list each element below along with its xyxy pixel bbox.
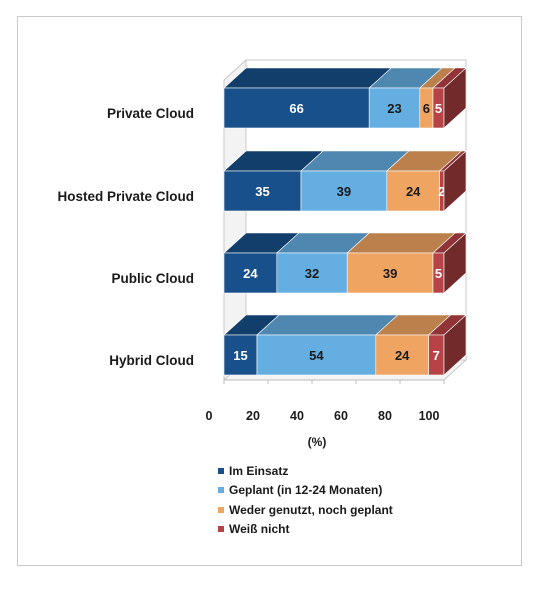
legend-label: Im Einsatz	[229, 463, 289, 478]
bar-value-label: 24	[406, 184, 421, 199]
category-label: Hybrid Cloud	[109, 353, 194, 368]
legend-swatch	[218, 467, 224, 474]
bar-top-face	[223, 67, 392, 89]
bar-value-label: 35	[255, 184, 269, 199]
bar-segment	[375, 334, 429, 376]
bar-row: 35 39 24 2	[223, 150, 467, 212]
chart-category-labels: Private Cloud Hosted Private Cloud Public …	[57, 106, 194, 368]
x-tick-label: 20	[246, 409, 260, 423]
legend-label: Geplant (in 12-24 Monaten)	[229, 483, 383, 498]
bar-value-label: 32	[305, 266, 319, 281]
chart-x-axis: 0 20 40 60 80 100	[206, 379, 445, 423]
bar-value-label: 15	[233, 348, 247, 363]
x-tick-label: 0	[206, 409, 213, 423]
bar-value-label: 54	[309, 348, 324, 363]
category-label: Private Cloud	[107, 106, 194, 121]
bar-value-label: 24	[243, 266, 258, 281]
legend-item: Weiß nicht	[218, 520, 393, 540]
legend-label: Weiß nicht	[229, 522, 290, 537]
bar-value-label: 39	[383, 266, 397, 281]
bar-row: 66 23 6 5	[223, 67, 467, 129]
bar-segment	[223, 170, 302, 212]
bar-segment	[276, 252, 348, 294]
bar-segment	[223, 334, 258, 376]
bar-value-label: 24	[395, 348, 410, 363]
category-label: Public Cloud	[112, 271, 195, 286]
bar-segment	[368, 87, 421, 129]
legend-item: Weder genutzt, noch geplant	[218, 500, 393, 520]
bar-value-label: 39	[337, 184, 351, 199]
bar-segment	[223, 87, 370, 129]
bar-value-label: 2	[438, 184, 445, 199]
legend-swatch	[218, 506, 224, 513]
bar-segment	[386, 170, 440, 212]
bar-value-label: 7	[433, 348, 440, 363]
legend-item: Im Einsatz	[218, 461, 393, 481]
bar-segment	[300, 170, 388, 212]
bar-value-label: 23	[387, 101, 401, 116]
bar-top-face	[256, 314, 399, 336]
bar-row: 15 54 24 7	[223, 314, 467, 376]
x-tick-label: 80	[378, 409, 392, 423]
legend-item: Geplant (in 12-24 Monaten)	[218, 481, 393, 501]
x-tick-label: 60	[334, 409, 348, 423]
legend-swatch	[218, 487, 224, 494]
legend-swatch	[218, 526, 224, 533]
category-label: Hosted Private Cloud	[57, 189, 194, 204]
bar-side-face	[443, 314, 467, 376]
x-axis-label: (%)	[308, 435, 327, 449]
bar-side-face	[443, 67, 467, 129]
bar-row: 24 32 39 5	[223, 232, 467, 294]
bar-side-face	[443, 232, 467, 294]
bar-segment	[223, 252, 278, 294]
chart-bars: 66 23 6 535 39 24 224 32 39 515 54 24 7	[223, 67, 467, 376]
bar-segment	[346, 252, 434, 294]
bar-value-label: 66	[289, 101, 303, 116]
bar-value-label: 5	[435, 101, 442, 116]
x-tick-label: 40	[290, 409, 304, 423]
bar-value-label: 5	[435, 266, 442, 281]
legend-label: Weder genutzt, noch geplant	[229, 502, 393, 517]
chart-legend: Im Einsatz Geplant (in 12-24 Monaten) Wede…	[218, 461, 393, 539]
bar-side-face	[443, 150, 467, 212]
x-tick-label: 100	[419, 409, 440, 423]
bar-value-label: 6	[423, 101, 430, 116]
bar-segment	[256, 334, 377, 376]
